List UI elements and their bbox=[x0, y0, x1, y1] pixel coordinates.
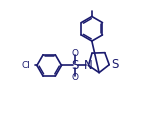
Text: N: N bbox=[84, 59, 93, 72]
Text: O: O bbox=[72, 73, 79, 82]
Text: O: O bbox=[72, 49, 79, 58]
Text: S: S bbox=[72, 59, 79, 72]
Text: S: S bbox=[111, 58, 119, 71]
Text: Cl: Cl bbox=[22, 61, 31, 70]
